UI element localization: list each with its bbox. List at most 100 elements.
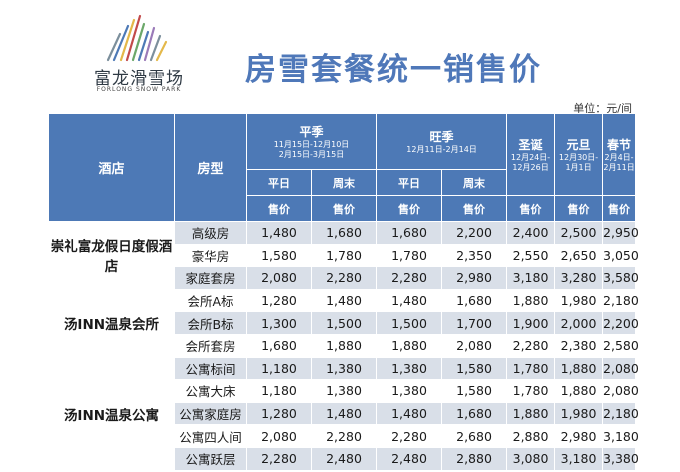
- price-cell: 2,080: [602, 379, 639, 403]
- table-row: 公寓家庭房 1,280 1,480 1,480 1,680 1,880 1,980 2,180: [49, 401, 639, 426]
- price-cell: 2,080: [602, 356, 639, 381]
- price-cell: 1,180: [246, 379, 312, 403]
- weekday-header: 平日: [246, 169, 312, 196]
- price-cell: 1,880: [506, 288, 556, 313]
- price-cell: 3,180: [602, 424, 639, 448]
- hotel-name-cell: 汤INN温泉公寓: [48, 356, 175, 471]
- weekday-header: 平日: [376, 169, 443, 196]
- price-cell: 2,000: [554, 311, 604, 335]
- price-cell: 2,650: [554, 243, 604, 268]
- hotel-name-cell: 崇礼富龙假日度假酒店: [48, 221, 175, 290]
- table-row: 公寓跃层 2,280 2,480 2,480 2,880 3,080 3,180 3,380: [49, 446, 639, 471]
- price-cell: 1,880: [554, 379, 604, 403]
- price-cell: 2,080: [246, 424, 312, 448]
- price-cell: 1,700: [441, 311, 508, 335]
- price-cell: 1,500: [376, 311, 443, 335]
- price-header: 售价: [310, 195, 378, 222]
- price-cell: 2,980: [554, 424, 604, 448]
- period-header-christmas: 圣诞 12月24日- 12月26日: [506, 113, 556, 196]
- price-cell: 1,880: [554, 356, 604, 381]
- price-cell: 1,980: [554, 401, 604, 426]
- logo-english-name: FORLONG SNOW PARK: [96, 86, 182, 93]
- period-header-new-year: 元旦 12月30日- 1月1日: [554, 113, 604, 196]
- price-table: 酒店 房型 平季 11月15日-12月10日 2月15日-3月15日 旺季 12…: [48, 113, 639, 471]
- price-cell: 2,200: [602, 311, 639, 335]
- unit-label: 单位：元/间: [573, 102, 632, 115]
- price-header: 售价: [441, 195, 508, 222]
- price-cell: 1,680: [376, 221, 443, 245]
- period-header-peak-season: 旺季 12月11日-2月14日: [376, 113, 508, 170]
- price-cell: 1,480: [376, 401, 443, 426]
- price-cell: 3,180: [554, 446, 604, 471]
- price-cell: 3,050: [602, 243, 639, 268]
- price-cell: 1,380: [310, 356, 378, 381]
- hotel-name-cell: 汤INN温泉会所: [48, 288, 175, 358]
- price-cell: 1,500: [310, 311, 378, 335]
- mountain-logo-icon: [106, 14, 168, 62]
- weekend-header: 周末: [310, 169, 378, 196]
- price-cell: 1,480: [310, 401, 378, 426]
- price-header: 售价: [376, 195, 443, 222]
- price-cell: 1,680: [310, 221, 378, 245]
- room-type-cell: 高级房: [174, 221, 247, 245]
- table-row: 崇礼富龙假日度假酒店 高级房 1,480 1,680 1,680 2,200 2,400 2,…: [48, 221, 639, 290]
- price-cell: 3,580: [602, 266, 639, 290]
- price-cell: 2,400: [506, 221, 556, 245]
- price-cell: 1,680: [246, 333, 312, 358]
- price-header: 售价: [506, 195, 556, 222]
- room-type-cell: 公寓大床: [174, 379, 247, 403]
- price-header: 售价: [246, 195, 312, 222]
- price-cell: 1,780: [376, 243, 443, 268]
- price-header: 售价: [602, 195, 637, 222]
- price-cell: 1,780: [506, 356, 556, 381]
- price-cell: 1,380: [376, 379, 443, 403]
- weekend-header: 周末: [441, 169, 508, 196]
- price-table-body: 崇礼富龙假日度假酒店 高级房 1,480 1,680 1,680 2,200 2,400 2,…: [48, 221, 639, 471]
- price-cell: 1,580: [441, 379, 508, 403]
- price-cell: 2,180: [602, 288, 639, 313]
- price-cell: 1,480: [310, 288, 378, 313]
- period-header-spring-festival: 春节 2月4日- 2月11日: [602, 113, 637, 196]
- price-cell: 1,180: [246, 356, 312, 381]
- room-type-cell: 会所套房: [174, 333, 247, 358]
- room-type-cell: 豪华房: [174, 243, 247, 268]
- table-row: 公寓大床 1,180 1,380 1,380 1,580 1,780 1,880 2,080: [49, 379, 639, 403]
- price-cell: 2,500: [554, 221, 604, 245]
- price-cell: 1,380: [310, 379, 378, 403]
- table-row: 汤INN温泉公寓 公寓标间 1,180 1,380 1,380 1,580 1,780 1,8…: [48, 356, 639, 471]
- room-type-header: 房型: [174, 113, 247, 222]
- price-cell: 1,480: [376, 288, 443, 313]
- table-row: 会所B标 1,300 1,500 1,500 1,700 1,900 2,000 2,200: [49, 311, 639, 335]
- price-cell: 1,880: [506, 401, 556, 426]
- price-cell: 1,280: [246, 401, 312, 426]
- hotel-header: 酒店: [48, 113, 175, 222]
- price-cell: 2,280: [310, 266, 378, 290]
- price-cell: 2,550: [506, 243, 556, 268]
- table-row: 会所套房 1,680 1,880 1,880 2,080 2,280 2,380 2,580: [49, 333, 639, 358]
- price-cell: 2,680: [441, 424, 508, 448]
- price-cell: 1,780: [506, 379, 556, 403]
- price-cell: 2,580: [602, 333, 639, 358]
- price-cell: 1,280: [246, 288, 312, 313]
- price-cell: 2,480: [310, 446, 378, 471]
- table-row: 豪华房 1,580 1,780 1,780 2,350 2,550 2,650 3,050: [49, 243, 639, 268]
- price-cell: 2,980: [441, 266, 508, 290]
- price-cell: 2,280: [246, 446, 312, 471]
- price-header: 售价: [554, 195, 604, 222]
- logo-chinese-name: 富龙滑雪场: [94, 69, 184, 89]
- price-cell: 1,380: [376, 356, 443, 381]
- price-cell: 2,480: [376, 446, 443, 471]
- price-cell: 1,980: [554, 288, 604, 313]
- price-cell: 2,380: [554, 333, 604, 358]
- price-cell: 2,880: [441, 446, 508, 471]
- room-type-cell: 会所A标: [174, 288, 247, 313]
- price-cell: 1,580: [246, 243, 312, 268]
- price-cell: 3,280: [554, 266, 604, 290]
- room-type-cell: 公寓家庭房: [174, 401, 247, 426]
- page-title: 房雪套餐统一销售价: [245, 52, 542, 88]
- price-cell: 2,280: [376, 424, 443, 448]
- price-cell: 1,900: [506, 311, 556, 335]
- price-cell: 2,280: [310, 424, 378, 448]
- price-cell: 2,180: [602, 401, 639, 426]
- price-cell: 2,080: [441, 333, 508, 358]
